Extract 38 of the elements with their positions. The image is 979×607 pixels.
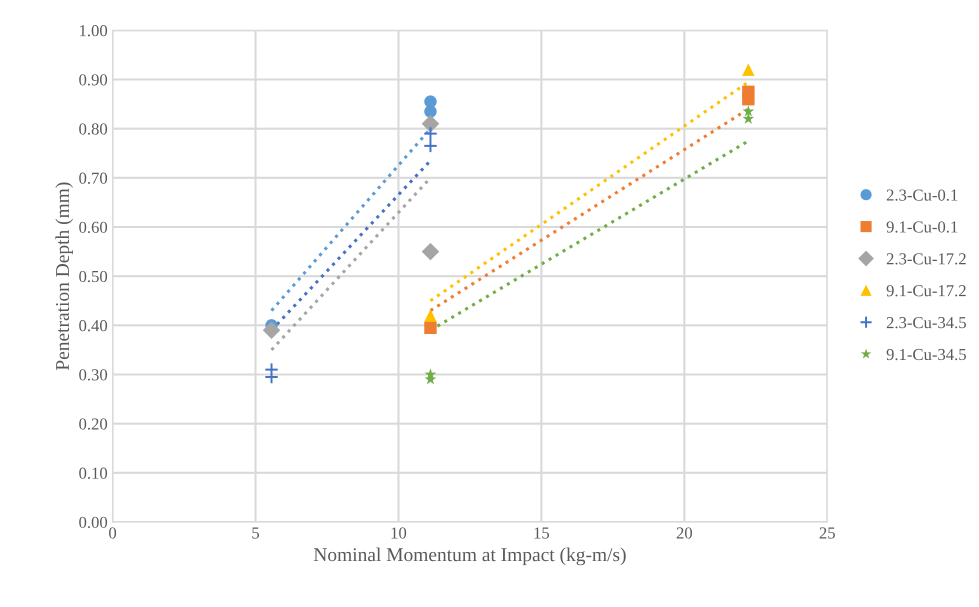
x-tick-label: 15 <box>534 527 550 539</box>
y-tick-label: 0.80 <box>79 123 108 135</box>
point <box>422 114 440 133</box>
point <box>424 309 437 322</box>
point <box>742 63 755 76</box>
y-tick-label: 0.00 <box>79 516 108 528</box>
x-tick-label: 20 <box>676 527 692 539</box>
legend-label: 9.1-Cu-0.1 <box>886 221 958 233</box>
x-tick-label: 10 <box>392 527 406 539</box>
legend-label: 2.3-Cu-0.1 <box>886 189 958 201</box>
legend-label: 2.3-Cu-34.5 <box>886 317 966 328</box>
point <box>424 105 437 118</box>
y-tick-label: 0.60 <box>79 222 108 234</box>
x-axis-title: Nominal Momentum at Impact (kg-m/s) <box>314 548 626 566</box>
point <box>423 126 438 141</box>
point <box>742 112 754 124</box>
y-tick-label: 0.20 <box>79 418 108 430</box>
point <box>422 242 440 260</box>
point <box>264 370 279 384</box>
point <box>742 105 754 116</box>
legend-label: 2.3-Cu-17.2 <box>886 253 966 265</box>
y-tick-label: 0.70 <box>79 172 108 184</box>
point <box>424 322 437 334</box>
y-axis-title: Penetration Depth (mm) <box>55 182 73 370</box>
legend-label: 9.1-Cu-17.2 <box>886 285 966 296</box>
x-tick-label: 5 <box>252 528 260 539</box>
legend-label: 9.1-Cu-34.5 <box>886 348 966 360</box>
point <box>742 92 755 106</box>
y-tick-label: 0.90 <box>79 74 108 86</box>
point <box>423 138 438 154</box>
y-tick-label: 0.10 <box>79 468 108 479</box>
y-tick-label: 1.00 <box>80 25 108 36</box>
x-tick-label: 0 <box>109 527 116 539</box>
point <box>262 321 280 340</box>
y-tick-label: 0.40 <box>79 320 108 332</box>
y-tick-label: 0.30 <box>79 369 108 381</box>
x-tick-label: 25 <box>820 527 835 539</box>
y-tick-label: 0.50 <box>79 270 108 282</box>
